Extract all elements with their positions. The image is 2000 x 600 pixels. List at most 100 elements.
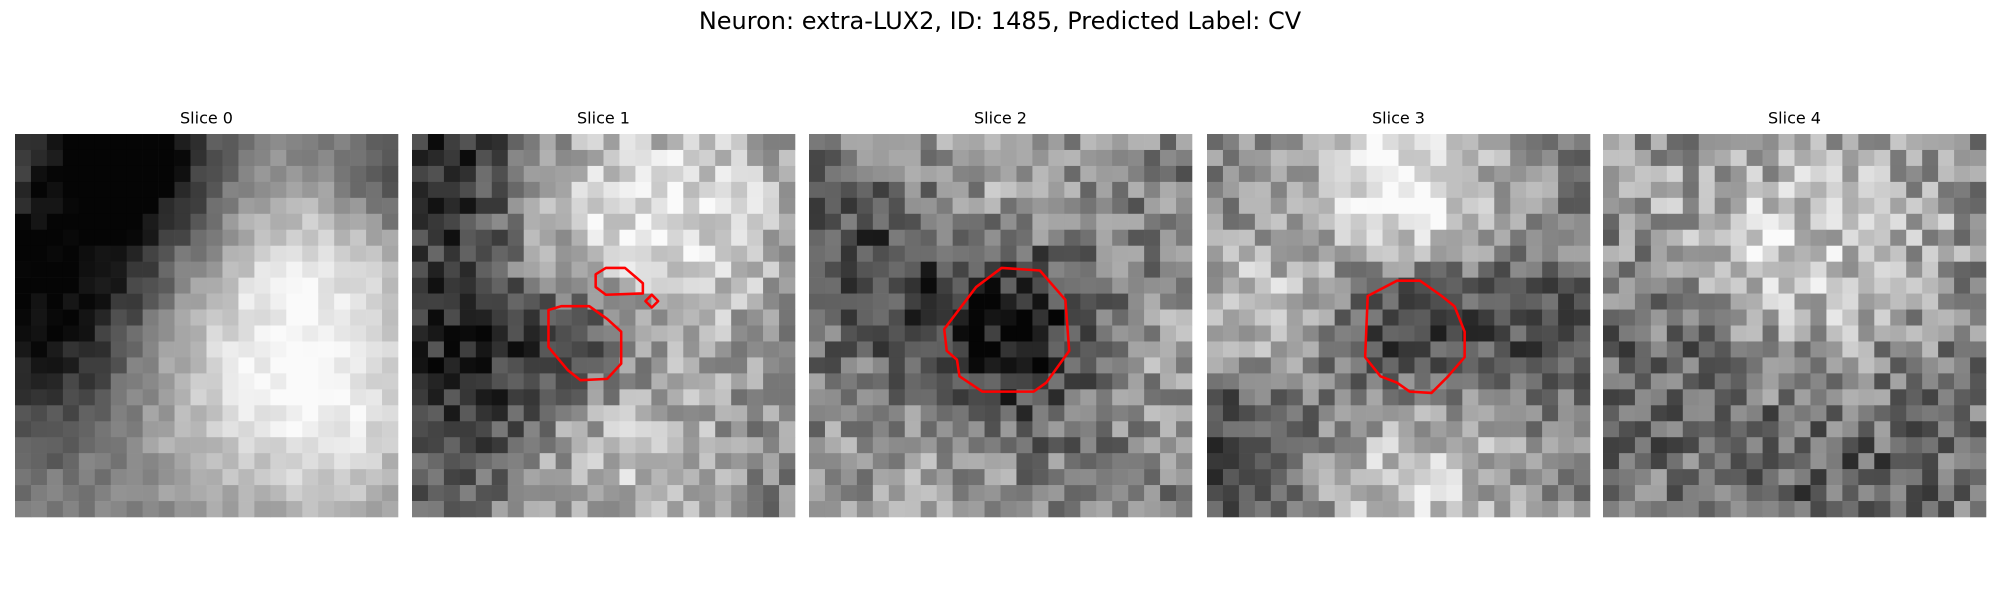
pixel [1430,341,1447,358]
pixel [158,501,175,518]
pixel [952,373,969,390]
pixel [683,165,700,183]
pixel [1222,245,1240,262]
pixel [427,245,445,262]
pixel [683,469,700,486]
pixel [158,165,175,183]
pixel [30,485,48,502]
pixel [238,469,255,486]
pixel [1128,469,1145,486]
pixel [1682,134,1700,151]
pixel [1558,261,1575,278]
pixel [302,149,319,167]
pixel [1254,421,1272,438]
pixel [46,293,64,310]
pixel [555,501,572,518]
pixel [1890,485,1907,502]
pixel [1144,197,1161,215]
pixel [1238,437,1256,454]
pixel [1000,405,1017,422]
pixel [1526,277,1543,294]
pixel [667,149,684,167]
pixel [1366,357,1383,374]
pixel [459,341,477,358]
pixel [238,421,255,438]
pixel [1714,277,1731,294]
pixel [1382,325,1399,342]
pixel [1970,373,1987,390]
pixel [1938,229,1955,247]
pixel [254,245,271,262]
pixel [238,373,255,390]
pixel [779,325,796,342]
pixel [1112,197,1129,215]
pixel [1874,277,1891,294]
pixel [1064,277,1081,294]
pixel [1080,501,1097,518]
pixel [1874,373,1891,390]
pixel [507,149,525,167]
pixel [459,181,477,199]
pixel [412,325,429,342]
pixel [1650,134,1668,151]
pixel [1826,389,1843,406]
pixel [936,149,953,167]
pixel [984,309,1001,326]
pixel [1254,469,1272,486]
pixel [523,277,540,294]
pixel [443,437,461,454]
pixel [286,389,303,406]
pixel [1286,293,1304,310]
pixel [603,197,620,215]
pixel [1954,149,1971,167]
pixel [872,373,890,390]
pixel [174,229,191,247]
pixel [1176,293,1193,310]
pixel [1334,309,1351,326]
pixel [1650,309,1668,326]
pixel [888,245,906,262]
pixel [1000,357,1017,374]
pixel [984,421,1001,438]
pixel [350,197,367,215]
pixel [1542,501,1559,518]
pixel [366,213,383,231]
pixel [1446,453,1463,470]
pixel [15,149,32,167]
pixel [78,437,96,454]
pixel [763,261,780,278]
pixel [571,453,588,470]
pixel [94,309,112,326]
pixel [1032,341,1049,358]
pixel [651,277,668,294]
pixel [984,197,1001,215]
pixel [1238,261,1256,278]
pixel [1302,197,1320,215]
pixel [840,357,858,374]
pixel [1080,293,1097,310]
pixel [1048,389,1065,406]
pixel [904,341,922,358]
pixel [904,325,922,342]
pixel [1842,261,1859,278]
pixel [1634,181,1652,199]
pixel [1698,245,1716,262]
pixel [731,293,748,310]
pixel [412,293,429,310]
pixel [1064,181,1081,199]
pixel [30,501,48,518]
pixel [603,309,620,326]
pixel [936,421,953,438]
pixel [1414,357,1431,374]
pixel [1430,485,1447,502]
pixel [1016,469,1033,486]
pixel [1890,213,1907,231]
pixel [94,485,112,502]
pixel [1858,229,1875,247]
pixel [952,309,969,326]
pixel [78,134,96,151]
pixel [1270,165,1288,183]
pixel [1398,341,1415,358]
pixel [206,261,223,278]
pixel [779,213,796,231]
